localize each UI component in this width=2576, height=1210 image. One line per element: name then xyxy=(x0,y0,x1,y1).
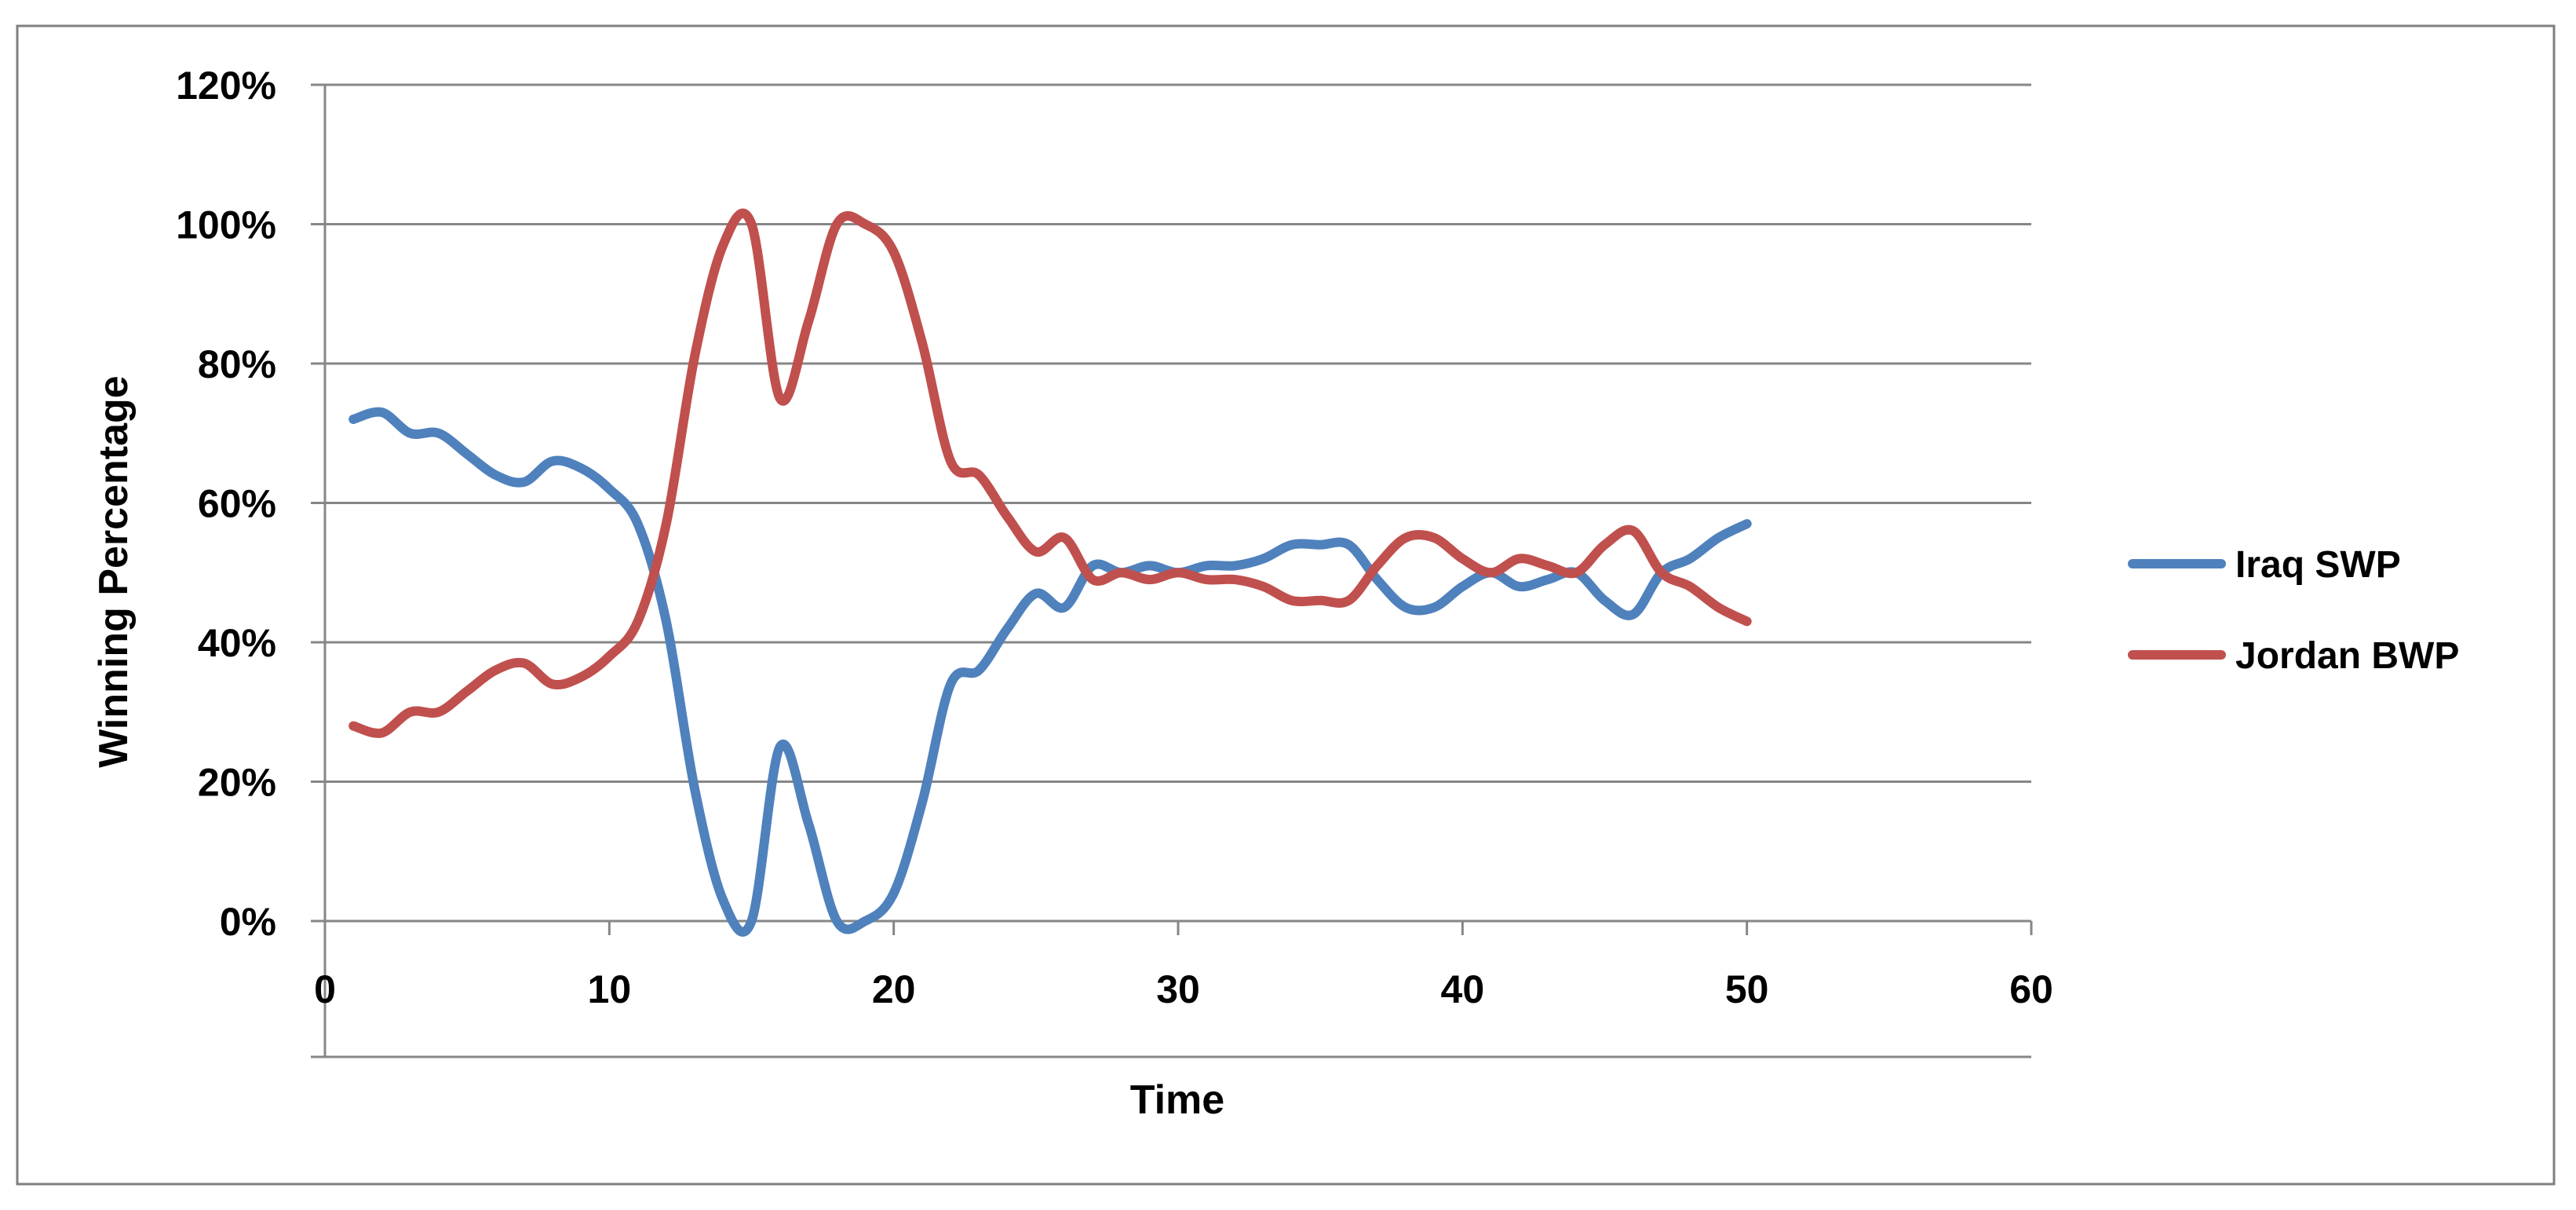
y-tick-label: 120% xyxy=(176,64,276,108)
x-tick-label: 30 xyxy=(1156,967,1200,1011)
x-tick-label: 0 xyxy=(314,967,336,1011)
legend: Iraq SWP Jordan BWP xyxy=(2128,544,2459,677)
x-axis-title: Time xyxy=(1130,1077,1224,1123)
x-tick-label: 20 xyxy=(872,967,916,1011)
y-tick-label: 0% xyxy=(220,900,276,944)
x-tick-label: 50 xyxy=(1725,967,1769,1011)
y-tick-label: 40% xyxy=(198,621,276,665)
x-tick-label: 60 xyxy=(2009,967,2053,1011)
gridlines xyxy=(311,83,2031,783)
legend-label-jordan-bwp: Jordan BWP xyxy=(2235,635,2459,677)
y-tick-label: 100% xyxy=(176,203,276,247)
x-tick-label: 40 xyxy=(1441,967,1485,1011)
axes xyxy=(311,85,2033,1058)
y-tick-label: 20% xyxy=(198,761,276,805)
series-line-jordan-bwp xyxy=(348,208,1752,738)
y-tick-label: 60% xyxy=(198,482,276,526)
x-tick-label: 10 xyxy=(588,967,632,1011)
y-axis-title: Winning Percentage xyxy=(91,375,137,767)
legend-label-iraq-swp: Iraq SWP xyxy=(2235,544,2401,586)
series-lines xyxy=(348,208,1752,937)
tick-labels: 0% 20% 40% 60% 80% 100% 120% 0 10 20 30 40 50 60 xyxy=(176,64,2053,1011)
y-tick-label: 80% xyxy=(198,342,276,386)
chart-border xyxy=(16,24,2556,1186)
